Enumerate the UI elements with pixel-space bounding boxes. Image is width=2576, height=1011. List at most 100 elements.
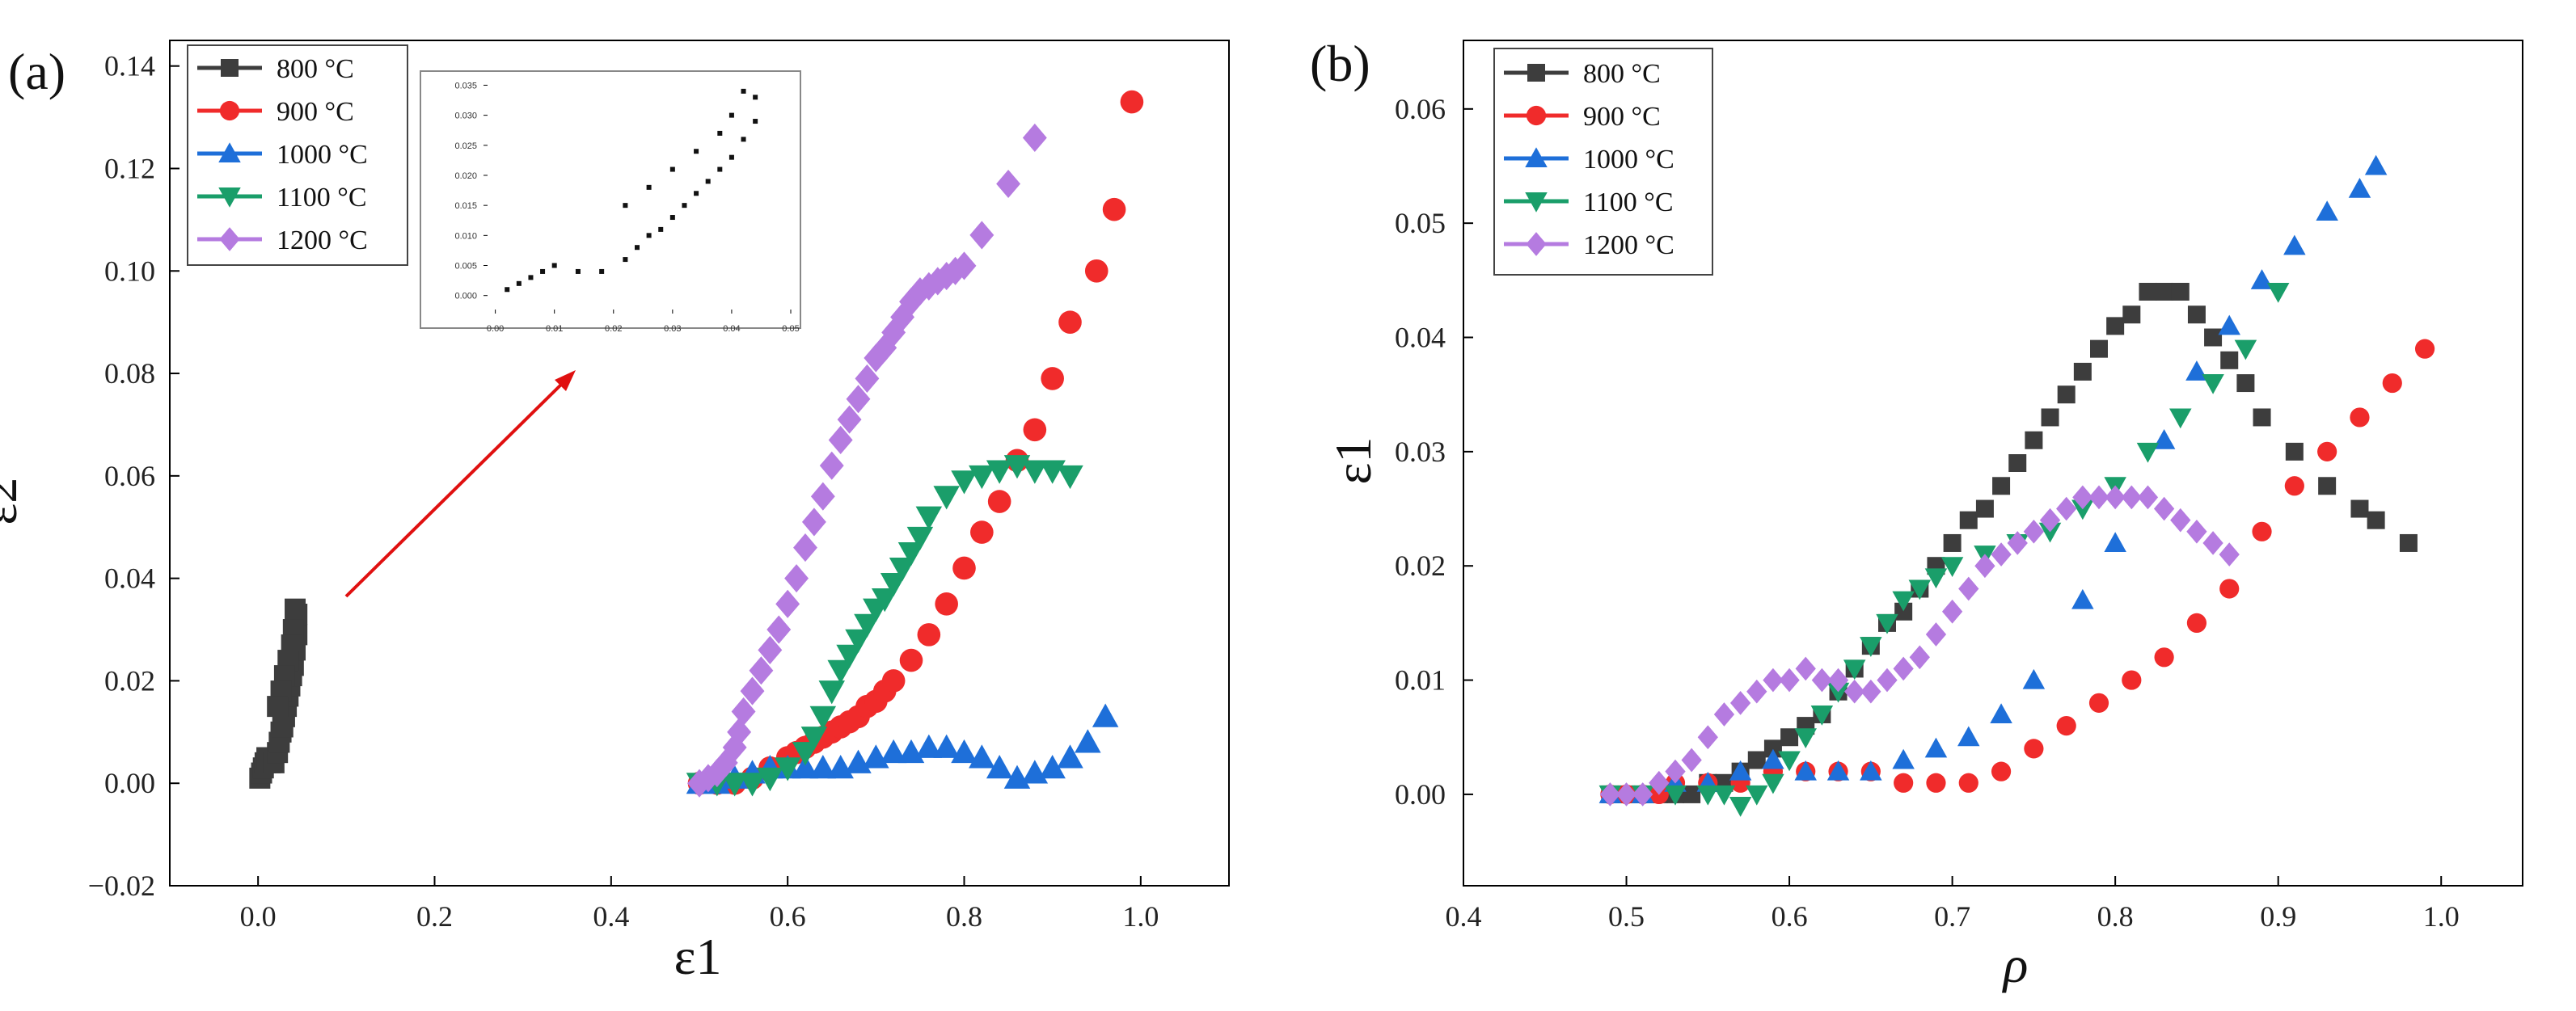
panel-a-point-series-1 xyxy=(1120,90,1144,114)
panel-a-point-series-2 xyxy=(969,744,995,769)
panel-b-point-series-4 xyxy=(1941,599,1963,624)
panel-a-legend-label: 1200 °C xyxy=(277,225,368,255)
panel-b-point-series-2 xyxy=(1860,760,1882,781)
panel-b-point-series-4 xyxy=(1599,782,1621,807)
inset-point-series-0 xyxy=(753,95,758,100)
panel-b-y-tick-label: 0.01 xyxy=(1395,664,1446,697)
panel-b-x-tick-label: 0.7 xyxy=(1934,900,1970,933)
panel-b-point-series-4 xyxy=(1893,656,1914,681)
panel-b-y-ticks: 0.00 0.01 0.02 0.03 0.04 0.05 0.06 xyxy=(1395,93,1473,811)
panel-b-point-series-1 xyxy=(1958,773,1978,793)
panel-a-legend-marker xyxy=(219,227,240,251)
panel-a-data-points xyxy=(249,90,1144,798)
panel-b-point-series-2 xyxy=(1990,703,2012,723)
panel-a-point-series-3 xyxy=(872,588,898,613)
panel-a-point-series-1 xyxy=(1084,259,1109,283)
panel-b-point-series-1 xyxy=(1894,773,1914,793)
panel-b-point-series-4 xyxy=(1795,656,1816,681)
panel-b-point-series-3 xyxy=(1940,557,1964,577)
panel-b-point-series-4 xyxy=(1991,542,2012,567)
panel-b-point-series-3 xyxy=(1746,785,1768,806)
panel-b-point-series-4 xyxy=(1877,668,1898,693)
panel-b-point-series-2 xyxy=(1924,737,1948,758)
panel-a-point-series-4 xyxy=(758,635,783,664)
panel-b-legend-marker xyxy=(1527,64,1545,82)
panel-b-point-series-1 xyxy=(2382,373,2402,394)
panel-a-x-axis-title: ε1 xyxy=(674,928,722,985)
panel-a-x-tick-label: 0.6 xyxy=(770,900,806,933)
panel-b-point-series-2 xyxy=(1892,748,1915,769)
panel-b-point-series-2 xyxy=(1794,760,1817,781)
panel-a-point-series-2 xyxy=(1057,744,1083,769)
inset-point-series-0 xyxy=(694,149,699,154)
inset-point-series-0 xyxy=(728,154,734,160)
panel-a-point-series-4 xyxy=(907,277,932,306)
panel-a-inset: 0.00 0.01 0.02 0.03 0.04 0.05 0.000 0.005 0.010… xyxy=(420,70,801,334)
panel-a-point-series-4 xyxy=(775,589,800,618)
inset-y-tick-label: 0.000 xyxy=(454,292,477,301)
panel-a-point-series-4 xyxy=(784,564,809,593)
inset-point-series-0 xyxy=(575,268,581,274)
panel-a-point-series-3 xyxy=(969,465,995,490)
panel-a-point-series-3 xyxy=(1021,460,1049,484)
panel-b-point-series-3 xyxy=(1826,682,1850,703)
panel-a-x-ticks: 0.0 0.2 0.4 0.6 0.8 1.0 xyxy=(240,876,1159,933)
panel-a-point-series-2 xyxy=(1092,703,1119,727)
panel-b-point-series-0 xyxy=(1992,477,2011,495)
inset-y-tick-label: 0.025 xyxy=(454,141,477,151)
panel-b-point-series-4 xyxy=(2137,485,2159,510)
panel-a-y-tick-label: 0.12 xyxy=(104,152,155,184)
panel-a-arrow-line xyxy=(344,377,569,598)
panel-a-point-series-1 xyxy=(935,592,958,616)
panel-a-y-ticks: −0.02 0.00 0.02 0.04 0.06 0.08 0.10 0.12 0.14 xyxy=(88,50,179,902)
panel-b-point-series-3 xyxy=(2169,408,2192,429)
panel-b-point-series-3 xyxy=(1876,613,1898,634)
panel-a-legend: 800 °C 900 °C 1000 °C 1100 °C 1200 °C xyxy=(187,44,408,266)
panel-b-point-series-0 xyxy=(1959,511,1978,529)
panel-a-point-series-4 xyxy=(704,758,729,788)
panel-b-point-series-1 xyxy=(2414,339,2435,359)
panel-b: (b) ε1 ρ 0.4 0.5 0.6 0.7 0.8 0.9 1.0 0.000.010… xyxy=(1310,35,2523,993)
panel-b-point-series-4 xyxy=(1860,679,1881,704)
panel-a-point-series-4 xyxy=(749,656,774,685)
panel-b-point-series-3 xyxy=(1908,579,1932,600)
panel-b-point-series-0 xyxy=(1943,533,1962,552)
panel-b-point-series-0 xyxy=(2073,362,2092,381)
panel-b-point-series-2 xyxy=(1957,726,1980,747)
panel-a-point-series-2 xyxy=(951,739,978,764)
panel-b-legend: 800 °C 900 °C 1000 °C 1100 °C 1200 °C xyxy=(1493,48,1713,276)
panel-b-legend-marker xyxy=(1526,232,1547,256)
inset-y-tick-label: 0.015 xyxy=(454,201,477,211)
panel-b-point-series-3 xyxy=(2038,522,2062,543)
panel-b-point-series-1 xyxy=(2088,693,2109,713)
panel-a-point-series-4 xyxy=(727,718,752,747)
panel-a-point-series-2 xyxy=(1039,754,1066,779)
panel-b-point-series-1 xyxy=(2219,579,2240,599)
panel-a-point-series-4 xyxy=(872,333,897,362)
panel-a-label: (a) xyxy=(8,43,65,100)
panel-b-y-tick-label: 0.02 xyxy=(1395,550,1446,582)
panel-b-point-series-1 xyxy=(2056,716,2076,736)
panel-a-point-series-1 xyxy=(1102,197,1126,221)
panel-a-y-tick-label: −0.02 xyxy=(88,870,155,902)
panel-b-y-axis-title: ε1 xyxy=(1324,437,1382,485)
panel-b-point-series-4 xyxy=(1827,668,1849,693)
panel-b-point-series-2 xyxy=(1826,760,1850,781)
panel-b-point-series-1 xyxy=(1991,761,2012,781)
panel-b-point-series-1 xyxy=(2284,476,2304,496)
panel-b-point-series-0 xyxy=(1683,785,1701,803)
panel-b-legend-label: 1200 °C xyxy=(1583,230,1674,260)
panel-b-point-series-2 xyxy=(1729,760,1752,781)
panel-a-point-series-1 xyxy=(1023,418,1047,442)
panel-a-point-series-1 xyxy=(917,623,941,647)
panel-b-point-series-0 xyxy=(2350,499,2369,518)
panel-a-point-series-1 xyxy=(952,556,976,580)
panel-b-point-series-3 xyxy=(1924,568,1948,589)
panel-b-point-series-3 xyxy=(2234,339,2257,360)
panel-a-point-series-2 xyxy=(1075,729,1101,753)
panel-a-point-series-1 xyxy=(987,490,1011,513)
panel-a-point-series-2 xyxy=(986,754,1013,779)
panel-b-point-series-0 xyxy=(2220,351,2239,369)
inset-point-series-0 xyxy=(599,268,605,274)
